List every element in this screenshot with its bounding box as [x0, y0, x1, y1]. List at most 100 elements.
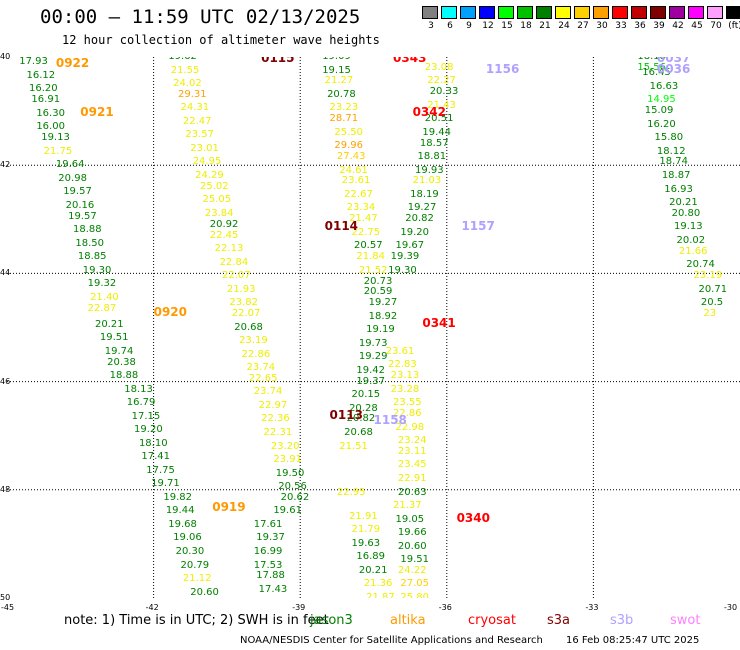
- wave-height-value: 23.74: [253, 386, 283, 398]
- wave-height-value: 23.24: [397, 435, 427, 447]
- colorbar-swatch: [574, 6, 590, 19]
- wave-height-value: 19.15: [322, 64, 351, 76]
- legend-item-s3b: s3b: [610, 613, 634, 628]
- wave-height-value: 23.11: [397, 445, 427, 457]
- wave-height-value: 22.07: [231, 307, 261, 319]
- wave-height-value: 22.83: [388, 359, 417, 371]
- wave-height-value: 19.73: [358, 337, 388, 349]
- pass-time-label: 0115: [261, 57, 295, 65]
- wave-height-value: 25.80: [400, 592, 430, 598]
- colorbar-label: 42: [672, 21, 684, 31]
- wave-height-value: 20.80: [671, 207, 701, 219]
- wave-height-value: 20.21: [94, 318, 124, 330]
- wave-height-value: 20.16: [65, 199, 95, 211]
- wave-height-value: 16.00: [36, 121, 65, 133]
- wave-height-value: 25.05: [202, 194, 232, 206]
- wave-height-value: 18.18: [637, 57, 666, 62]
- wave-height-value: 21.27: [324, 75, 354, 87]
- colorbar-label: 39: [653, 21, 665, 31]
- wave-height-value: 18.85: [77, 251, 107, 263]
- wave-height-value: 21.40: [90, 291, 119, 303]
- wave-height-value: 19.68: [168, 518, 197, 530]
- wave-height-value: 22.86: [393, 408, 422, 420]
- wave-height-value: 19.09: [322, 57, 351, 62]
- colorbar-label: (ft): [728, 21, 740, 31]
- wave-height-value: 19.05: [395, 513, 425, 525]
- legend-item-swot: swot: [670, 613, 701, 628]
- wave-height-value: 23: [703, 307, 717, 319]
- wave-height-value: 19.74: [104, 345, 134, 357]
- pass-time-label: 0921: [80, 105, 114, 120]
- colorbar-swatch: [726, 6, 740, 19]
- wave-height-value: 23.19: [239, 335, 268, 347]
- wave-height-value: 24.31: [180, 102, 210, 114]
- wave-height-value: 21.93: [226, 283, 256, 295]
- wave-height-value: 23.61: [341, 175, 371, 187]
- wave-height-value: 22.84: [219, 256, 249, 268]
- wave-height-value: 18.74: [659, 156, 688, 168]
- wave-height-value: 19.30: [388, 264, 417, 276]
- pass-time-label: 0920: [153, 305, 187, 320]
- x-tick-label: -42: [145, 603, 159, 612]
- wave-height-value: 14.95: [647, 94, 676, 106]
- wave-height-value: 17.75: [146, 464, 175, 476]
- colorbar-label: 45: [691, 21, 703, 31]
- wave-height-value: 16.63: [649, 80, 679, 92]
- wave-height-value: 23.34: [346, 202, 376, 214]
- colorbar-swatch: [669, 6, 685, 19]
- wave-height-value: 17.43: [258, 583, 288, 595]
- wave-height-value: 28.71: [329, 113, 359, 125]
- legend-item-s3a: s3a: [547, 613, 571, 628]
- wave-height-value: 20.68: [234, 321, 263, 333]
- wave-height-value: 17.61: [253, 518, 283, 530]
- wave-height-value: 15.09: [644, 105, 674, 117]
- wave-height-value: 23.19: [693, 270, 723, 282]
- wave-height-value: 20.15: [351, 389, 381, 401]
- wave-height-value: 19.44: [422, 126, 451, 138]
- wave-height-value: 22.95: [336, 486, 366, 498]
- pass-time-label: 0922: [55, 57, 90, 71]
- wave-height-value: 20.38: [107, 356, 136, 368]
- colorbar-swatch: [612, 6, 628, 19]
- wave-height-value: 21.51: [339, 440, 368, 452]
- wave-height-value: 23.20: [270, 440, 300, 452]
- wave-height-value: 20.62: [280, 491, 310, 503]
- wave-height-value: 20.33: [429, 86, 459, 98]
- wave-height-value: 23.23: [329, 102, 359, 114]
- wave-height-value: 21.75: [43, 145, 73, 157]
- pass-time-label: 1157: [461, 218, 495, 233]
- colorbar-swatch: [479, 6, 495, 19]
- wave-height-value: 21.03: [412, 175, 442, 187]
- colorbar-swatch: [688, 6, 704, 19]
- wave-height-value: 24.29: [195, 170, 224, 182]
- wave-height-value: 17.53: [253, 559, 283, 571]
- wave-height-value: 23.01: [190, 142, 219, 154]
- wave-height-value: 22.86: [241, 348, 271, 360]
- wave-height-value: 18.88: [109, 370, 139, 382]
- wave-height-value: 17.88: [256, 570, 285, 582]
- wave-height-value: 19.29: [358, 351, 388, 363]
- pass-time-label: 0340: [456, 510, 490, 525]
- wave-height-value: 20.02: [676, 234, 706, 246]
- wave-height-value: 19.93: [415, 164, 444, 176]
- wave-height-value: 19.62: [168, 57, 197, 62]
- note-text: note: 1) Time is in UTC; 2) SWH is in fe…: [64, 613, 329, 628]
- wave-height-value: 19.36: [261, 597, 290, 598]
- colorbar-label: 24: [558, 21, 570, 31]
- wave-height-value: 17.93: [19, 57, 48, 68]
- wave-height-value: 20.92: [209, 218, 239, 230]
- wave-height-value: 22.91: [397, 472, 427, 484]
- x-tick-label: -30: [724, 603, 738, 612]
- wave-height-value: 16.45: [642, 67, 671, 79]
- wave-height-value: 16.20: [647, 118, 676, 130]
- wave-height-value: 17.41: [141, 451, 171, 463]
- wave-height-value: 20.79: [180, 559, 210, 571]
- wave-height-value: 16.30: [36, 107, 65, 119]
- colorbar-swatch: [707, 6, 723, 19]
- plot-area: 17.93 16.12 16.20 16.91 16.30 16.00 19.13 21.75…: [7, 57, 740, 598]
- wave-height-value: 27.43: [336, 151, 366, 163]
- pass-time-label: 0113: [329, 408, 363, 423]
- wave-height-value: 19.57: [63, 186, 92, 198]
- wave-height-value: 18.19: [410, 188, 439, 200]
- wave-height-value: 22.67: [344, 188, 373, 200]
